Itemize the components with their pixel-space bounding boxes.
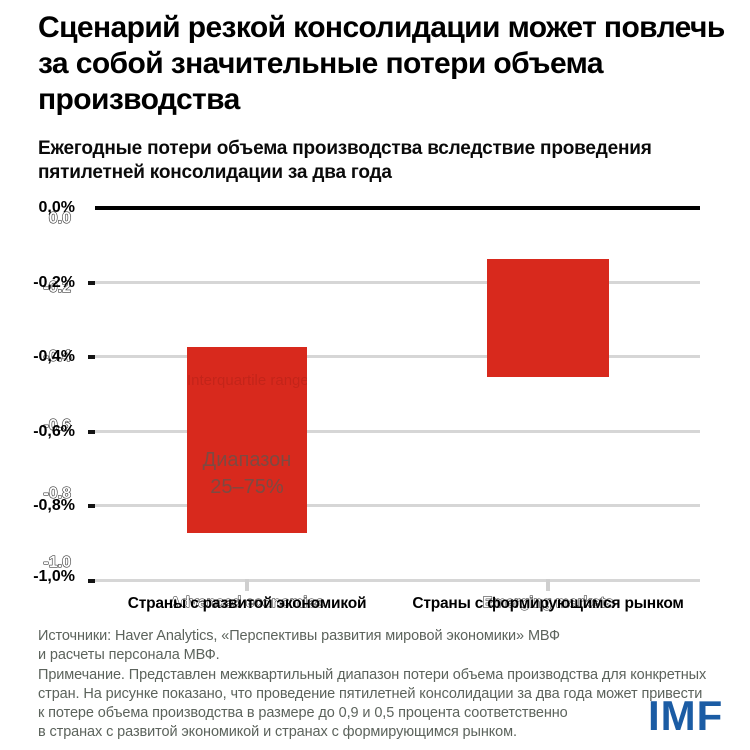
range-bar-emerging-markets — [487, 259, 609, 377]
y-tick-label: -0,6% — [33, 423, 75, 440]
range-annotation-line-2: 25–75% — [210, 476, 284, 498]
y-tick-label: -0,4% — [33, 348, 75, 365]
y-tick-mark — [88, 430, 95, 434]
source-note-line-2: и расчеты персонала МВФ. — [38, 647, 220, 664]
imf-logo: IMF — [648, 692, 724, 739]
gridline-02 — [95, 281, 700, 284]
title-line-3: производства — [38, 83, 240, 116]
y-tick-label: 0,0% — [38, 199, 75, 216]
x-category-label-advanced: Страны с развитой экономикой — [127, 595, 367, 612]
subtitle-line-2: пятилетней консолидации за два года — [38, 162, 392, 183]
gridline-04 — [95, 355, 700, 358]
y-tick-mark — [88, 281, 95, 285]
x-tick-mark — [245, 579, 249, 591]
y-tick-ghost-label: -1.0 — [43, 554, 72, 572]
y-tick-ghost-label: -0.2 — [43, 279, 72, 297]
footnote-block: Источники: Haver Analytics, «Перспективы… — [38, 627, 738, 743]
x-category-label-emerging: Страны с формирующимся рынком — [412, 595, 684, 612]
bar-ghost-annotation: Interquartile range — [187, 372, 307, 389]
gridline-06 — [95, 430, 700, 433]
y-tick-ghost-label: -0.6 — [43, 417, 72, 435]
gridline-10-baseline — [95, 579, 700, 582]
zero-axis-line — [95, 206, 700, 210]
footnote-line-4: в странах с развитой экономикой и страна… — [38, 724, 517, 741]
x-ghost-label-advanced: Advanced economies — [169, 594, 325, 612]
page-title: Сценарий резкой консолидации может повле… — [38, 10, 738, 118]
x-ghost-label-emerging: Emerging markets — [482, 594, 614, 612]
range-bar-advanced-economies — [187, 347, 307, 533]
gridline-08 — [95, 504, 700, 507]
title-line-1: Сценарий резкой консолидации может повле… — [38, 11, 725, 44]
title-line-2: за собой значительные потери объема — [38, 47, 604, 80]
y-tick-ghost-label: -0.8 — [43, 485, 72, 503]
source-note-line-1: Источники: Haver Analytics, «Перспективы… — [38, 628, 560, 644]
y-tick-label: -1,0% — [33, 568, 75, 585]
footnote-line-1: Примечание. Представлен межквартильный д… — [38, 666, 707, 683]
range-annotation: Диапазон 25–75% — [187, 447, 307, 501]
y-tick-label: -0,8% — [33, 497, 75, 514]
footnote-line-2: стран. На рисунке показано, что проведен… — [38, 685, 703, 702]
y-tick-ghost-label: 0.0 — [48, 210, 71, 228]
x-tick-mark — [546, 579, 550, 591]
range-annotation-line-1: Диапазон — [202, 449, 292, 471]
y-tick-ghost-label: -0.4 — [43, 348, 72, 366]
y-tick-mark — [88, 355, 95, 359]
y-tick-mark — [88, 504, 95, 508]
y-tick-label: -0,2% — [33, 274, 75, 291]
chart-subtitle: Ежегодные потери объема производства всл… — [38, 137, 728, 185]
subtitle-line-1: Ежегодные потери объема производства всл… — [38, 138, 652, 159]
y-tick-mark — [88, 579, 95, 583]
footnote-line-3: к потере объема производства в размере д… — [38, 705, 568, 722]
